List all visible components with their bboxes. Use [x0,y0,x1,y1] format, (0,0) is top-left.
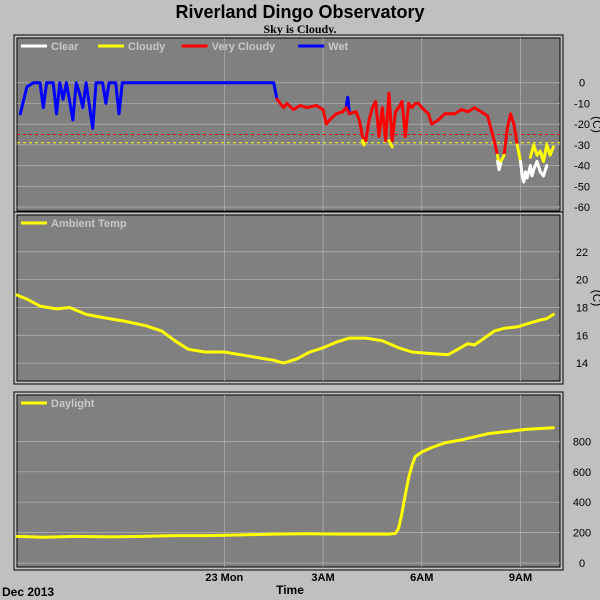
y-axis-label: (C) [590,116,600,133]
y-tick-label: 14 [576,358,588,370]
y-tick-label: -50 [574,181,590,193]
series-line-clear [496,159,503,172]
y-tick-label: 400 [573,497,591,509]
series-line-cloudy [515,143,522,163]
y-tick-label: 200 [573,528,591,540]
sky-status: Sky is Cloudy. [263,22,336,36]
y-tick-label: 16 [576,330,588,342]
series-line-very-cloudy [502,112,519,157]
series-line-cloudy [361,139,366,147]
legend-label: Cloudy [128,41,166,53]
x-tick-label: 9AM [509,572,532,584]
daylight-panel: 800 600 400 200 0 Daylight [13,391,591,571]
x-tick-label: 3AM [311,572,334,584]
plot-area [16,214,561,382]
date-label: Dec 2013 [2,585,54,599]
page-title: Riverland Dingo Observatory [175,2,424,22]
series-line-cloudy [387,139,394,149]
y-tick-label: -10 [574,98,590,110]
legend-label: Very Cloudy [212,41,276,53]
y-tick-label: 20 [576,275,588,287]
plot-area [16,394,561,568]
y-tick-label: -30 [574,140,590,152]
series-line-very-cloudy [275,91,499,157]
y-tick-label: 22 [576,247,588,259]
time-axis: 23 Mon 3AM 6AM 9AM [205,572,532,584]
plot-area [16,37,561,212]
y-tick-label: 0 [579,558,585,570]
y-tick-label: 600 [573,467,591,479]
y-tick-label: 800 [573,436,591,448]
y-tick-label: -20 [574,119,590,131]
y-tick-label: -40 [574,161,590,173]
ambient-temp-panel: 22 20 18 16 14 (C) Ambient Temp [13,211,600,385]
series-line-wet [344,95,351,116]
legend-label: Daylight [51,398,95,410]
x-tick-label: 23 Mon [205,572,243,584]
sky-temperature-panel: 0 -10 -20 -30 -40 -50 -60 (C) Clear Cloudy Very Cl… [13,34,600,215]
series-line-clear [519,159,549,184]
series-line-cloudy [528,143,555,163]
time-axis-label: Time [276,583,304,597]
legend-label: Wet [328,41,348,53]
x-tick-label: 6AM [410,572,433,584]
y-tick-label: -60 [574,202,590,214]
series-line-wet [18,81,279,130]
series-line-ambient-temp [15,293,555,365]
y-tick-label: 18 [576,302,588,314]
y-axis-label: (C) [590,290,600,307]
series-line-daylight [15,426,555,539]
y-tick-label: 0 [579,78,585,90]
legend-label: Clear [51,41,79,53]
legend-label: Ambient Temp [51,218,127,230]
